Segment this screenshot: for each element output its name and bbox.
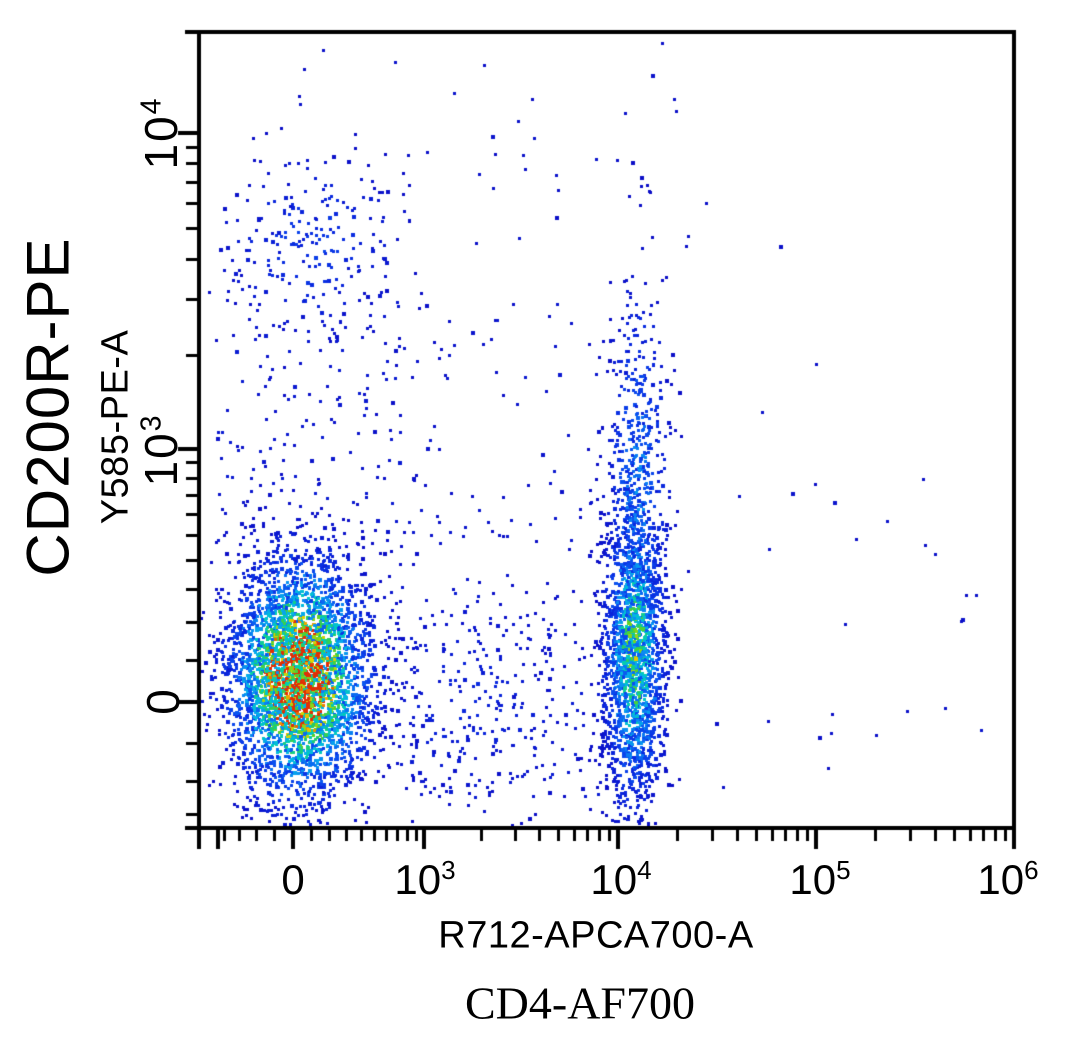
- x-axis-marker-label: CD4-AF700: [464, 977, 696, 1029]
- x-axis-channel-label: R712-APCA700-A: [438, 914, 754, 957]
- x-tick-label-1e6: 106: [977, 855, 1039, 903]
- y-axis-marker-label: CD200R-PE: [14, 237, 82, 577]
- x-tick-label-1e4: 104: [590, 855, 652, 903]
- y-tick-label-1e3: 103: [135, 413, 187, 487]
- y-tick-label-1e4: 104: [135, 96, 187, 170]
- x-tick-label-0: 0: [281, 856, 305, 903]
- x-tick-label-1e5: 105: [789, 855, 851, 903]
- x-tick-label-1e3: 103: [394, 855, 456, 903]
- y-axis-channel-label: Y585-PE-A: [94, 329, 137, 525]
- y-tick-label-0: 0: [137, 687, 189, 715]
